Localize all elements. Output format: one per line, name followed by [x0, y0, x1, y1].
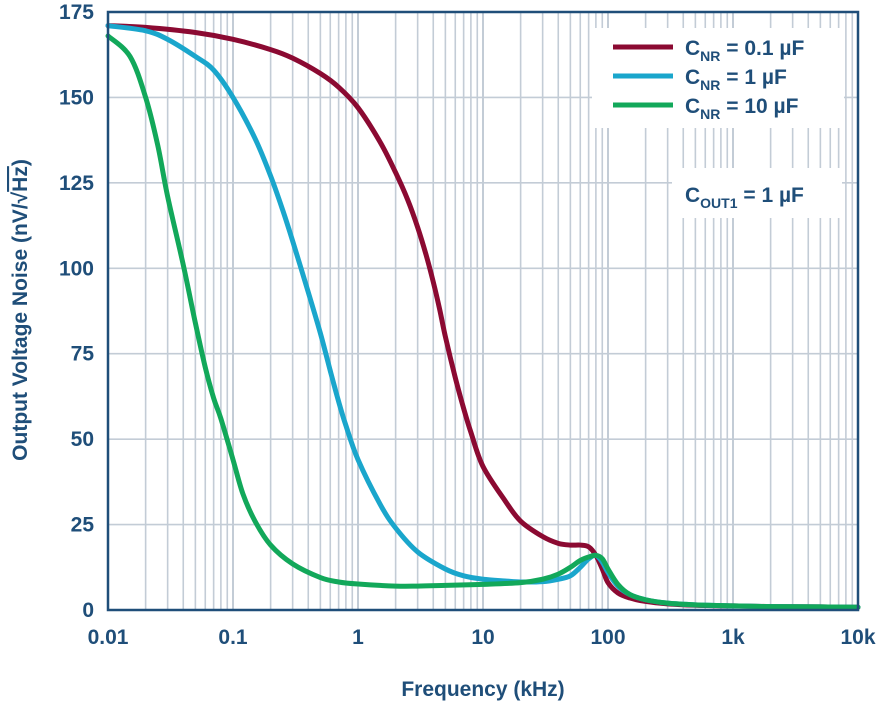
x-tick-labels: 0.01 0.1 1 10 100 1k 10k: [88, 626, 876, 649]
y-axis-unit: Hz: [9, 166, 32, 192]
x-tick-label: 1k: [721, 626, 745, 649]
y-tick-label: 150: [59, 86, 94, 109]
x-axis-title: Frequency (kHz): [401, 678, 564, 701]
annotation-box: [672, 168, 842, 218]
legend-label-2: CNR = 10 µF: [685, 95, 799, 122]
legend: CNR = 0.1 µF CNR = 1 µF CNR = 10 µF: [592, 28, 844, 128]
x-tick-label: 100: [590, 626, 625, 649]
legend-label-0: CNR = 0.1 µF: [685, 37, 804, 64]
y-tick-label: 25: [71, 514, 95, 537]
series-line-2: [105, 33, 861, 610]
x-tick-label: 1: [352, 626, 364, 649]
y-tick-labels: 0 25 50 75 100 125 150 175: [59, 1, 94, 622]
y-tick-label: 175: [59, 1, 94, 24]
y-tick-label: 50: [71, 428, 94, 451]
y-tick-label: 125: [59, 172, 94, 195]
annotation-text: COUT1 = 1 µF: [685, 184, 804, 211]
y-axis-title: Output Voltage Noise (nV/√Hz): [9, 159, 32, 461]
x-tick-label: 0.01: [88, 626, 129, 649]
x-tick-label: 0.1: [218, 626, 248, 649]
x-tick-label: 10k: [840, 626, 875, 649]
x-tick-label: 10: [471, 626, 494, 649]
y-tick-label: 0: [82, 599, 94, 622]
y-tick-label: 100: [59, 257, 94, 280]
grid: [108, 12, 858, 610]
plot-frame: [106, 10, 860, 612]
y-tick-label: 75: [71, 343, 95, 366]
legend-label-1: CNR = 1 µF: [685, 66, 787, 93]
annotation: COUT1 = 1 µF: [672, 168, 842, 218]
series-lines: [105, 23, 861, 610]
